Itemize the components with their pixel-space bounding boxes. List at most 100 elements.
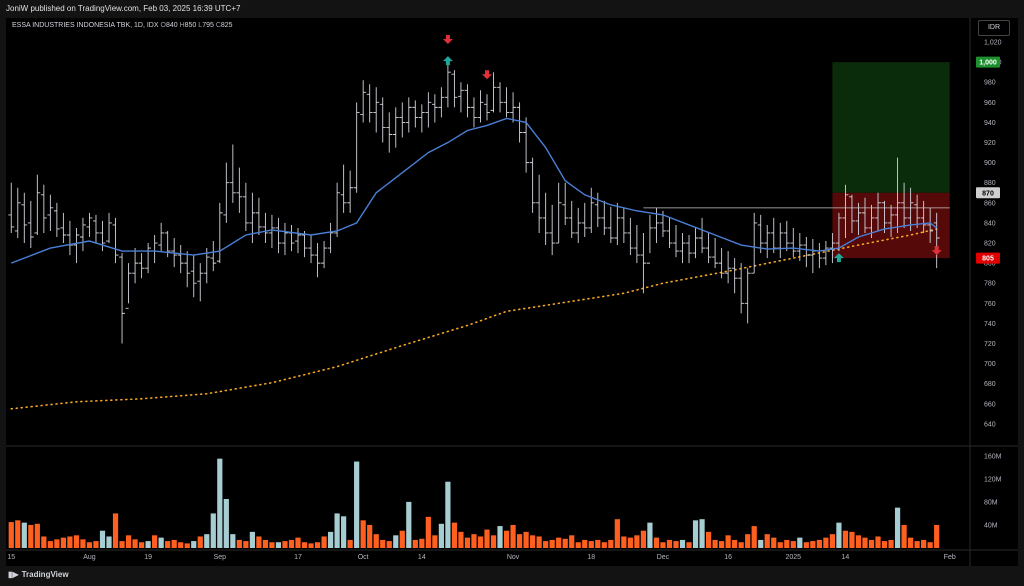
price-tick-label: 940 [984, 120, 996, 127]
volume-bar [386, 541, 392, 548]
volume-bar [152, 535, 158, 548]
symbol-legend: ESSA INDUSTRIES INDONESIA TBK, 1D, IDX O… [12, 22, 233, 29]
price-tick-label: 680 [984, 381, 996, 388]
ohlc-bar [14, 187, 21, 239]
volume-bar [399, 530, 405, 548]
ohlc-bar [881, 200, 888, 233]
volume-bar [412, 539, 418, 548]
volume-bar [406, 501, 412, 548]
price-tick-label: 1,020 [984, 40, 1002, 47]
ohlc-bar [327, 222, 334, 254]
ohlc-bar [255, 197, 262, 235]
ohlc-bar [282, 222, 288, 256]
volume-bar [341, 516, 347, 548]
price-chart-svg[interactable]: 640 660 680 700 720 740 760 780 800 820 840 860 880 9… [6, 18, 1018, 566]
volume-bar [184, 543, 190, 548]
volume-bar [673, 541, 679, 548]
volume-bar [223, 499, 229, 548]
chart-area[interactable]: 640 660 680 700 720 740 760 780 800 820 840 860 880 9… [6, 18, 1018, 566]
high-value: 850 [184, 22, 197, 29]
price-tick-label: 720 [984, 341, 996, 348]
target-zone [832, 62, 950, 193]
ohlc-bar [301, 230, 308, 258]
ohlc-bar [686, 234, 692, 264]
ohlc-bar [34, 174, 41, 235]
ohlc-bar [783, 220, 790, 252]
volume-tick-label: 160M [984, 453, 1002, 460]
volume-bar [640, 530, 647, 548]
volume-bar [810, 541, 816, 548]
volume-bar [380, 539, 386, 548]
volume-bar [530, 535, 536, 548]
ohlc-bar [451, 70, 458, 108]
ohlc-bar [875, 192, 881, 231]
volume-bar [106, 536, 112, 548]
close-label: C [215, 22, 221, 29]
price-tick-label: 900 [984, 160, 996, 167]
volume-bar [601, 542, 607, 548]
price-tag-label: 805 [982, 256, 994, 263]
ohlc-bar [523, 117, 530, 173]
volume-bar [269, 542, 275, 548]
ohlc-bar [646, 214, 653, 264]
volume-bar [705, 531, 712, 548]
volume-bar [445, 481, 451, 548]
ohlc-bar [8, 182, 15, 233]
time-tick-label: 19 [144, 554, 152, 561]
ohlc-bar [242, 182, 249, 231]
volume-bar [347, 539, 353, 548]
ohlc-bar [275, 217, 282, 254]
volume-bar [327, 531, 334, 548]
ohlc-bar [366, 84, 373, 123]
price-tag-entry [976, 187, 1000, 199]
ohlc-bar [796, 232, 803, 262]
volume-bar [901, 524, 907, 548]
sell-arrow-icon [442, 35, 453, 45]
ohlc-bar [405, 97, 412, 133]
ohlc-bar [66, 220, 73, 256]
volume-bar [712, 539, 718, 548]
volume-bar [301, 542, 308, 548]
ohlc-bar [666, 217, 673, 249]
time-tick-label: 18 [587, 554, 595, 561]
ohlc-bar [614, 202, 621, 246]
ohlc-bar [679, 232, 686, 264]
ohlc-bar [620, 207, 627, 244]
ohlc-bar [809, 239, 816, 274]
ohlc-bar [490, 72, 497, 113]
ohlc-bar [477, 90, 484, 123]
volume-bar [256, 536, 262, 548]
volume-bar [419, 538, 425, 548]
ohlc-bar [849, 194, 855, 233]
volume-bar [8, 522, 14, 548]
volume-bar [516, 534, 523, 548]
currency-button[interactable]: IDR [978, 20, 1010, 36]
volume-bar [60, 537, 67, 548]
ohlc-bar [568, 200, 575, 239]
sell-arrow-icon [931, 246, 942, 256]
price-tick-label: 980 [984, 80, 996, 87]
volume-bar [41, 536, 47, 548]
ohlc-bar [471, 97, 477, 128]
ohlc-bar [803, 237, 810, 268]
volume-bar [288, 539, 295, 548]
ohlc-bar [125, 263, 132, 309]
volume-bar [614, 519, 620, 548]
volume-bar [197, 536, 203, 548]
slow-moving-average-line [10, 228, 938, 410]
volume-bar [784, 539, 790, 548]
volume-bar [562, 538, 568, 548]
ohlc-bar [47, 194, 54, 231]
tradingview-logo[interactable]: ▮▶ TradingView [8, 570, 69, 579]
ohlc-bar [673, 224, 679, 258]
ohlc-bar [712, 238, 719, 269]
ohlc-bar [197, 263, 204, 302]
volume-bar [777, 542, 783, 548]
ohlc-bar [829, 232, 836, 264]
ohlc-bar [431, 94, 438, 123]
ohlc-bar [464, 84, 471, 118]
ohlc-bar [751, 212, 758, 274]
volume-bar [751, 526, 757, 548]
ohlc-bar [314, 243, 321, 278]
ohlc-bar [718, 248, 725, 279]
